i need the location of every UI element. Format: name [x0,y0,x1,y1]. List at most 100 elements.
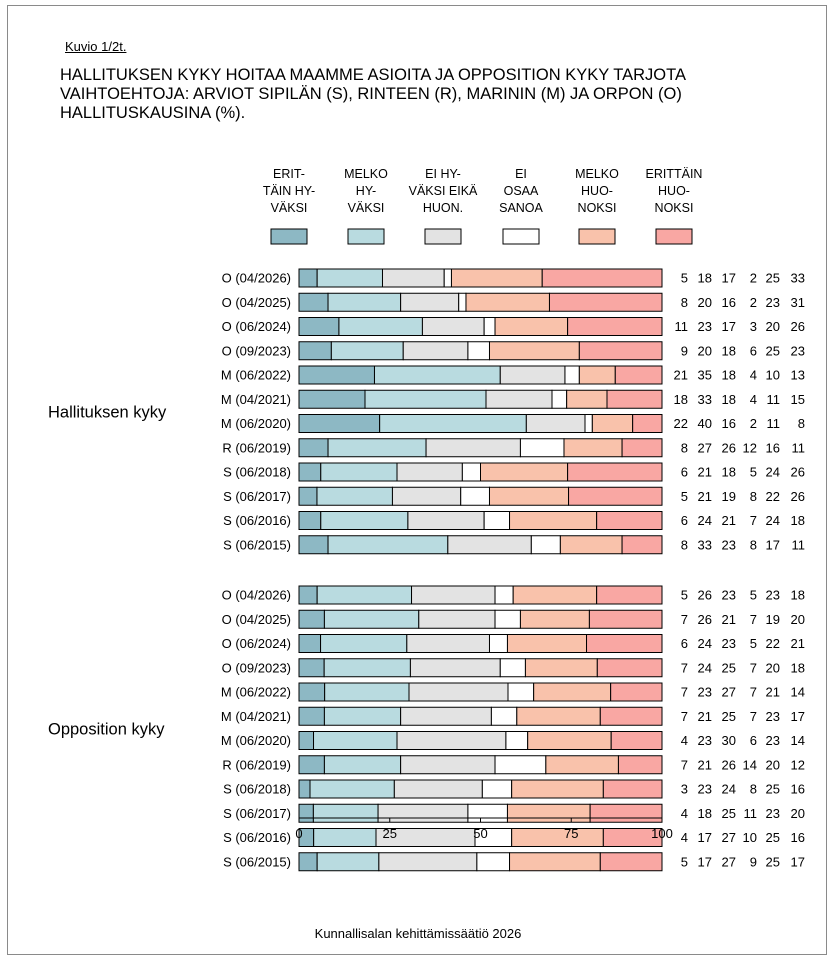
bar-segment-oppositio-12-2 [316,852,380,872]
bar-segment-oppositio-2-4 [494,609,521,629]
legend-swatch-1 [270,228,308,245]
category-label-oppositio-12: S (06/2015) [223,854,291,869]
bar-segment-hallitus-5-6 [614,365,663,385]
value-label-oppositio-4-6: 18 [791,660,805,675]
value-label-hallitus-5-2: 35 [698,368,712,383]
category-label-hallitus-11: S (06/2016) [223,513,291,528]
bar-segment-hallitus-4-2 [330,341,404,361]
category-label-hallitus-5: M (06/2022) [221,368,291,383]
value-label-oppositio-8-3: 26 [722,757,736,772]
category-label-oppositio-6: M (04/2021) [221,709,291,724]
value-label-hallitus-1-2: 18 [698,271,712,286]
value-label-oppositio-6-1: 7 [681,709,688,724]
value-label-hallitus-7-4: 2 [750,416,757,431]
bar-segment-oppositio-2-5 [519,609,590,629]
value-label-oppositio-11-4: 10 [743,830,757,845]
value-label-oppositio-1-6: 18 [791,588,805,603]
value-label-oppositio-5-4: 7 [750,685,757,700]
bar-segment-oppositio-5-5 [533,682,612,702]
value-label-hallitus-10-1: 5 [681,489,688,504]
bar-segment-oppositio-4-4 [499,658,526,678]
bar-segment-hallitus-12-2 [327,535,449,555]
bar-segment-oppositio-4-3 [409,658,501,678]
bar-segment-hallitus-5-1 [298,365,375,385]
category-label-oppositio-5: M (06/2022) [221,685,291,700]
value-label-oppositio-10-1: 4 [681,806,688,821]
bar-segment-oppositio-6-2 [323,706,402,726]
value-label-hallitus-3-5: 20 [766,319,780,334]
bar-segment-oppositio-9-2 [309,779,395,799]
category-label-hallitus-8: R (06/2019) [222,440,291,455]
value-label-oppositio-1-3: 23 [722,588,736,603]
bar-segment-hallitus-8-5 [563,438,623,458]
value-label-hallitus-4-5: 25 [766,343,780,358]
bar-segment-oppositio-3-5 [506,634,588,653]
bar-segment-hallitus-9-3 [396,462,463,482]
bar-segment-oppositio-6-3 [400,706,492,726]
bar-segment-oppositio-7-6 [610,731,663,750]
value-label-hallitus-11-6: 18 [791,513,805,528]
legend-label-4-line-2: OSAA [504,184,539,198]
bar-segment-hallitus-10-3 [391,486,462,506]
bar-segment-hallitus-2-6 [548,292,663,312]
bar-segment-oppositio-3-2 [320,634,408,653]
bar-segment-hallitus-3-6 [567,317,663,336]
value-label-hallitus-7-6: 8 [798,416,805,431]
value-label-oppositio-9-3: 24 [722,782,736,797]
bar-segment-oppositio-1-1 [298,585,318,605]
bar-segment-oppositio-3-3 [406,634,490,653]
bar-segment-oppositio-2-6 [588,609,663,629]
bar-segment-hallitus-7-2 [379,414,527,433]
bar-segment-oppositio-7-1 [298,731,315,750]
legend-label-2-line-2: HY- [356,184,376,198]
bar-segment-hallitus-2-5 [465,292,550,312]
value-label-oppositio-10-6: 20 [791,806,805,821]
bar-segment-hallitus-4-5 [488,341,580,361]
legend-label-1-line-3: VÄKSI [271,201,308,215]
group-label-oppositio: Opposition kyky [48,720,165,738]
legend-label-2-line-1: MELKO [344,167,388,181]
value-label-hallitus-5-1: 21 [674,368,688,383]
bar-segment-oppositio-9-4 [481,779,513,799]
bar-segment-hallitus-2-3 [400,292,460,312]
bar-segment-hallitus-2-2 [327,292,402,312]
value-label-hallitus-11-4: 7 [750,513,757,528]
bar-segment-oppositio-3-1 [298,634,322,653]
bar-segment-oppositio-4-5 [524,658,598,678]
value-label-oppositio-10-3: 25 [722,806,736,821]
value-label-hallitus-8-3: 26 [722,440,736,455]
bar-segment-oppositio-11-6 [602,828,663,847]
value-label-hallitus-2-4: 2 [750,295,757,310]
bar-segment-hallitus-1-2 [316,268,383,288]
value-label-oppositio-12-2: 17 [698,854,712,869]
bar-segment-oppositio-2-3 [418,609,496,629]
figure-frame [7,5,827,955]
value-label-hallitus-7-1: 22 [674,416,688,431]
value-label-hallitus-6-6: 15 [791,392,805,407]
bar-segment-hallitus-3-4 [483,317,496,336]
legend-label-5-line-1: MELKO [575,167,619,181]
bar-segment-hallitus-2-1 [298,292,329,312]
value-label-oppositio-8-4: 14 [743,757,757,772]
legend-swatch-5 [578,228,616,245]
value-label-oppositio-10-2: 18 [698,806,712,821]
bar-segment-oppositio-8-1 [298,755,325,775]
bar-segment-oppositio-1-5 [512,585,598,605]
bar-segment-oppositio-12-5 [509,852,601,872]
bar-segment-oppositio-5-1 [298,682,326,702]
bar-segment-hallitus-8-4 [519,438,565,458]
source-note: Kunnallisalan kehittämissäätiö 2026 [314,926,522,941]
bar-segment-oppositio-7-3 [396,731,507,750]
value-label-oppositio-2-1: 7 [681,612,688,627]
bar-segment-oppositio-3-4 [488,634,508,653]
value-label-oppositio-7-6: 14 [791,733,805,748]
value-label-oppositio-4-1: 7 [681,660,688,675]
value-label-hallitus-5-4: 4 [750,368,757,383]
category-label-oppositio-4: O (09/2023) [222,660,291,675]
x-tick-label-50: 50 [473,826,487,841]
bar-segment-oppositio-7-4 [505,731,529,750]
value-label-oppositio-4-5: 20 [766,660,780,675]
bar-segment-oppositio-12-4 [476,852,511,872]
bar-segment-hallitus-12-3 [447,535,532,555]
value-label-oppositio-8-6: 12 [791,757,805,772]
